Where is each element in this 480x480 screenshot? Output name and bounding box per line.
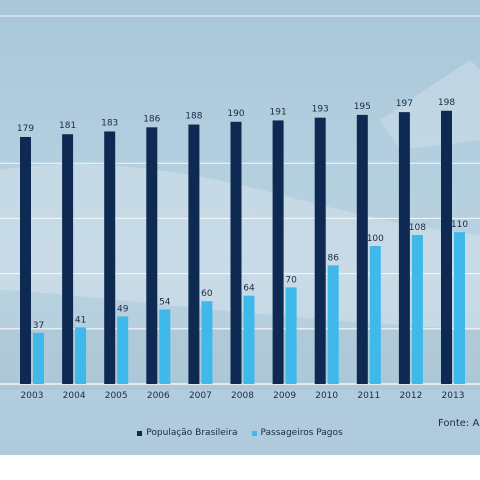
data-label-population-2010: 193 bbox=[312, 105, 329, 115]
data-label-population-2007: 188 bbox=[185, 112, 202, 122]
bar-population-2008 bbox=[230, 121, 242, 385]
x-tick-2005: 2005 bbox=[105, 391, 128, 401]
data-label-passengers-2007: 60 bbox=[201, 289, 213, 299]
data-label-population-2009: 191 bbox=[270, 107, 287, 117]
bar-passengers-2013 bbox=[454, 232, 465, 384]
data-label-passengers-2003: 37 bbox=[33, 321, 44, 331]
data-label-population-2003: 179 bbox=[17, 124, 34, 134]
bar-population-2006 bbox=[146, 127, 158, 384]
data-label-population-2008: 190 bbox=[227, 109, 244, 119]
data-label-population-2004: 181 bbox=[59, 121, 76, 131]
data-label-passengers-2009: 70 bbox=[285, 275, 297, 285]
legend-label-passengers: Passageiros Pagos bbox=[260, 428, 343, 438]
x-tick-labels: 2003 2004 2005 2006 2007 2008 2009 2010 2011 2012… bbox=[21, 391, 465, 401]
data-labels: 179 37 181 41 183 49 186 54 188 60 190 64 191 70 193 86… bbox=[17, 98, 468, 331]
x-tick-2010: 2010 bbox=[315, 391, 338, 401]
bar-population-2004 bbox=[62, 134, 74, 384]
source-note: Fonte: A bbox=[438, 418, 480, 429]
bar-population-2013 bbox=[441, 110, 452, 384]
bar-population-2011 bbox=[356, 114, 368, 385]
bar-passengers-2009 bbox=[285, 287, 297, 384]
chart-panel: 179 37 181 41 183 49 186 54 188 60 190 64 191 70 193 86… bbox=[0, 0, 480, 455]
data-label-population-2006: 186 bbox=[143, 114, 160, 124]
bar-passengers-2005 bbox=[117, 316, 129, 384]
legend-swatch-passengers bbox=[251, 430, 257, 436]
bar-passengers-2012 bbox=[411, 234, 423, 384]
bar-passengers-2003 bbox=[33, 332, 44, 384]
data-label-passengers-2013: 110 bbox=[451, 220, 468, 230]
data-label-passengers-2010: 86 bbox=[327, 253, 339, 263]
bar-passengers-2008 bbox=[243, 295, 255, 384]
bar-population-2009 bbox=[272, 120, 284, 385]
bar-population-2005 bbox=[104, 131, 116, 384]
bar-passengers-2010 bbox=[327, 265, 339, 384]
bar-passengers-2004 bbox=[75, 327, 87, 384]
data-label-population-2012: 197 bbox=[396, 99, 413, 109]
legend-item-passengers: Passageiros Pagos bbox=[251, 428, 343, 438]
bar-population-2003 bbox=[20, 136, 31, 384]
bar-population-2012 bbox=[398, 112, 410, 384]
data-label-passengers-2004: 41 bbox=[75, 315, 86, 325]
legend-item-population: População Brasileira bbox=[137, 428, 238, 438]
legend-swatch-population bbox=[137, 430, 143, 436]
data-label-passengers-2011: 100 bbox=[367, 234, 384, 244]
bar-population-2010 bbox=[314, 117, 326, 384]
data-label-passengers-2008: 64 bbox=[243, 284, 255, 294]
x-tick-2007: 2007 bbox=[189, 391, 212, 401]
x-tick-2003: 2003 bbox=[21, 391, 44, 401]
data-label-passengers-2012: 108 bbox=[409, 223, 426, 233]
bar-passengers-2006 bbox=[159, 309, 171, 384]
x-tick-2011: 2011 bbox=[357, 391, 380, 401]
x-tick-2009: 2009 bbox=[273, 391, 296, 401]
bar-population-2007 bbox=[188, 124, 200, 384]
data-label-population-2011: 195 bbox=[354, 102, 371, 112]
data-label-passengers-2006: 54 bbox=[159, 297, 171, 307]
x-tick-2004: 2004 bbox=[63, 391, 86, 401]
legend: População Brasileira Passageiros Pagos bbox=[0, 428, 480, 438]
data-label-passengers-2005: 49 bbox=[117, 304, 129, 314]
data-label-population-2005: 183 bbox=[101, 118, 118, 128]
x-tick-2006: 2006 bbox=[147, 391, 170, 401]
bar-chart: 179 37 181 41 183 49 186 54 188 60 190 64 191 70 193 86… bbox=[0, 60, 480, 401]
legend-label-population: População Brasileira bbox=[146, 428, 238, 438]
x-tick-2013: 2013 bbox=[442, 391, 465, 401]
x-tick-2012: 2012 bbox=[399, 391, 422, 401]
data-label-population-2013: 198 bbox=[438, 98, 455, 108]
bars bbox=[20, 110, 465, 385]
bar-passengers-2011 bbox=[369, 246, 381, 384]
x-tick-2008: 2008 bbox=[231, 391, 254, 401]
bar-passengers-2007 bbox=[201, 301, 213, 384]
